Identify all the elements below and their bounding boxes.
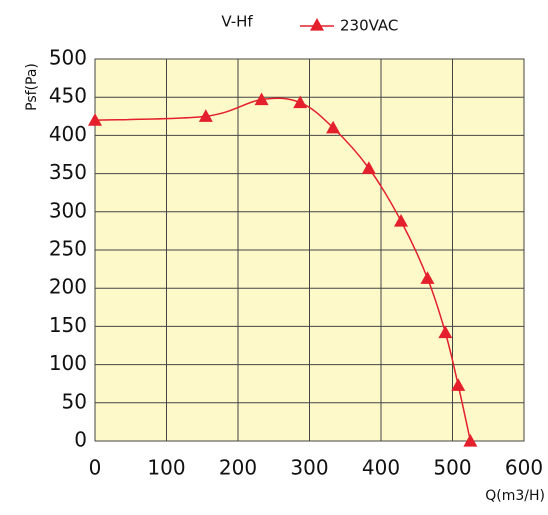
- x-tick-label: 0: [89, 456, 102, 480]
- data-marker: [88, 113, 102, 126]
- y-tick-label: 300: [49, 198, 87, 222]
- y-tick-label: 100: [49, 351, 87, 375]
- data-marker: [293, 95, 308, 109]
- legend-marker: [310, 18, 324, 31]
- data-marker: [463, 434, 478, 447]
- chart-title: V-Hf: [221, 13, 253, 31]
- x-tick-label: 300: [290, 456, 328, 480]
- y-tick-label: 450: [49, 84, 87, 108]
- x-tick-label: 400: [362, 456, 400, 480]
- x-tick-label: 500: [433, 456, 471, 480]
- legend-label: 230VAC: [340, 17, 398, 35]
- data-marker: [361, 161, 376, 174]
- y-tick-label: 250: [49, 237, 87, 261]
- y-tick-label: 350: [49, 160, 87, 184]
- y-tick-label: 400: [49, 122, 87, 146]
- data-marker: [254, 92, 269, 106]
- data-marker: [198, 109, 213, 122]
- x-tick-label: 200: [219, 456, 257, 480]
- x-tick-label: 600: [505, 456, 543, 480]
- y-tick-label: 0: [74, 428, 87, 452]
- data-marker: [420, 271, 435, 284]
- data-marker: [438, 325, 453, 339]
- y-axis-label: Psf(Pa): [24, 63, 40, 111]
- data-marker: [326, 120, 341, 134]
- y-tick-label: 150: [49, 313, 87, 337]
- data-marker: [451, 378, 466, 391]
- data-marker: [394, 213, 409, 227]
- x-tick-label: 100: [147, 456, 185, 480]
- y-tick-label: 50: [62, 389, 87, 413]
- y-tick-label: 200: [49, 275, 87, 299]
- x-axis-label: Q(m3/H): [485, 488, 545, 504]
- y-tick-label: 500: [49, 46, 87, 70]
